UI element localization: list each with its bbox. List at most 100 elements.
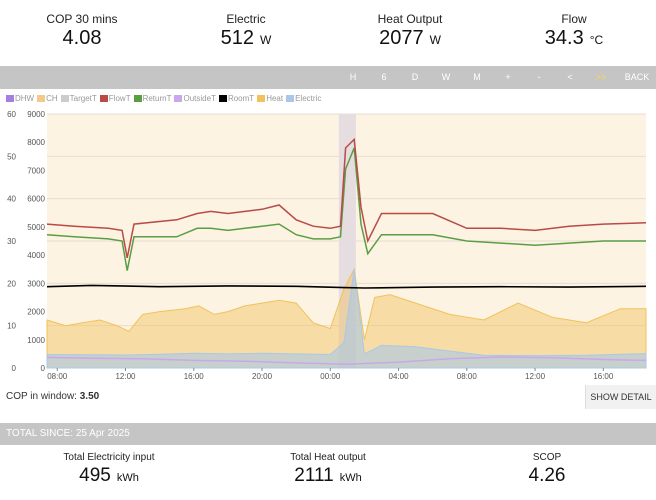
y-left-tick-label: 40 bbox=[7, 195, 16, 204]
total-unit: kWh bbox=[339, 472, 362, 484]
y-right-tick-label: 1000 bbox=[27, 336, 45, 345]
y-right-tick-label: 2000 bbox=[27, 308, 45, 317]
legend-label: Electric bbox=[295, 94, 322, 103]
stat-heat-output: Heat Output 2077 W bbox=[328, 0, 492, 50]
legend-label: OutsideT bbox=[183, 94, 216, 103]
legend-swatch bbox=[218, 95, 227, 102]
week-button[interactable]: W bbox=[441, 72, 451, 82]
stat-label: Electric bbox=[226, 12, 266, 26]
y-right-tick-label: 0 bbox=[41, 364, 46, 373]
x-tick-label: 00:00 bbox=[320, 372, 341, 381]
y-right-tick-label: 3000 bbox=[27, 279, 45, 288]
zoom-in-button[interactable]: + bbox=[505, 72, 511, 82]
legend-item-targett[interactable]: TargetT bbox=[60, 94, 97, 103]
stats-row: COP 30 mins 4.08 Electric 512 W Heat Outp… bbox=[0, 0, 656, 56]
cop-window-text: COP in window: 3.50 bbox=[6, 391, 99, 402]
legend-item-flowt[interactable]: FlowT bbox=[99, 94, 131, 103]
legend-swatch bbox=[257, 95, 266, 102]
total-scop: SCOP 4.26 bbox=[438, 445, 656, 487]
legend-label: ReturnT bbox=[142, 94, 172, 103]
stat-label: Flow bbox=[561, 12, 587, 26]
stat-value: 34.3 °C bbox=[544, 27, 604, 49]
x-tick-label: 12:00 bbox=[525, 372, 546, 381]
total-unit: kWh bbox=[116, 472, 139, 484]
y-left-tick-label: 50 bbox=[7, 152, 16, 161]
stat-value: 512 W bbox=[220, 27, 272, 49]
y-right-tick-label: 5000 bbox=[27, 223, 45, 232]
total-heat: Total Heat output 2111 kWh bbox=[219, 445, 437, 487]
legend-swatch bbox=[133, 95, 142, 102]
y-right-tick-label: 4000 bbox=[27, 251, 45, 260]
legend-item-dhw[interactable]: DHW bbox=[6, 94, 34, 103]
stat-label: Heat Output bbox=[377, 12, 443, 26]
legend-label: FlowT bbox=[108, 94, 131, 103]
legend-item-outsidet[interactable]: OutsideT bbox=[174, 94, 216, 103]
zoom-out-button[interactable]: - bbox=[537, 72, 541, 82]
y-left-tick-label: 20 bbox=[7, 279, 16, 288]
legend-item-ch[interactable]: CH bbox=[37, 94, 58, 103]
cop-window-value: 3.50 bbox=[79, 391, 100, 402]
legend-label: RoomT bbox=[227, 94, 255, 103]
total-label: Total Heat output bbox=[290, 452, 366, 463]
total-label: Total Electricity input bbox=[63, 452, 155, 463]
stat-value: 4.08 bbox=[62, 27, 102, 49]
total-value: 495 kWh bbox=[79, 465, 139, 486]
y-right-tick-label: 7000 bbox=[27, 166, 45, 175]
y-left-tick-label: 10 bbox=[7, 322, 16, 331]
x-tick-label: 20:00 bbox=[252, 372, 273, 381]
series-roomt-line bbox=[46, 284, 647, 289]
series-returnt-line bbox=[46, 147, 646, 271]
stat-value: 2077 W bbox=[379, 27, 441, 49]
back-button[interactable]: BACK bbox=[624, 72, 650, 82]
legend-swatch bbox=[99, 95, 108, 102]
legend-item-electric[interactable]: Electric bbox=[286, 94, 321, 103]
time-range-toolbar: H 6 D W M + - < >> BACK bbox=[0, 66, 656, 89]
stat-cop: COP 30 mins 4.08 bbox=[0, 0, 164, 50]
month-button[interactable]: M bbox=[473, 72, 481, 82]
series-outsidet-line bbox=[46, 356, 647, 365]
y-right-tick-label: 6000 bbox=[27, 195, 45, 204]
legend-item-heat[interactable]: Heat bbox=[257, 94, 283, 103]
legend-label: TargetT bbox=[69, 94, 97, 103]
previous-button[interactable]: < bbox=[567, 72, 573, 82]
stat-label: COP 30 mins bbox=[46, 12, 118, 26]
y-right-tick-label: 8000 bbox=[27, 138, 45, 147]
total-label: SCOP bbox=[532, 452, 562, 463]
cop-window-label: COP in window: bbox=[6, 391, 77, 402]
x-tick-label: 16:00 bbox=[184, 372, 205, 381]
series-heat-area bbox=[46, 267, 647, 369]
chart-svg[interactable]: 0 10 20 30 40 50 60 0 1000 2000 3000 4000 5000 6000 70… bbox=[0, 92, 656, 384]
x-tick-label: 16:00 bbox=[593, 372, 614, 381]
totals-header-bar: TOTAL SINCE: 25 Apr 2025 bbox=[0, 423, 656, 445]
show-detail-button[interactable]: SHOW DETAIL bbox=[585, 385, 656, 409]
next-button[interactable]: >> bbox=[595, 72, 607, 82]
legend-swatch bbox=[174, 95, 183, 102]
y-left-tick-label: 60 bbox=[7, 110, 16, 119]
day-button[interactable]: D bbox=[411, 72, 419, 82]
total-value: 4.26 bbox=[528, 465, 566, 486]
totals-row: Total Electricity input 495 kWh Total Hea… bbox=[0, 445, 656, 500]
stat-unit: °C bbox=[589, 33, 604, 47]
stat-unit: W bbox=[260, 33, 272, 47]
x-tick-label: 08:00 bbox=[457, 372, 478, 381]
y-left-tick-label: 0 bbox=[12, 364, 17, 373]
legend-swatch bbox=[60, 95, 69, 102]
legend-swatch bbox=[286, 95, 295, 102]
x-tick-label: 08:00 bbox=[47, 372, 68, 381]
legend-label: DHW bbox=[15, 94, 35, 103]
chart-legend: DHW CH TargetT FlowT ReturnT OutsideT RoomT Hea… bbox=[6, 94, 324, 103]
six-hour-button[interactable]: 6 bbox=[381, 72, 387, 82]
legend-item-returnt[interactable]: ReturnT bbox=[133, 94, 172, 103]
y-left-tick-label: 30 bbox=[7, 237, 16, 246]
legend-swatch bbox=[6, 95, 14, 102]
stat-electric: Electric 512 W bbox=[164, 0, 328, 50]
x-tick-label: 04:00 bbox=[389, 372, 410, 381]
series-flowt-line bbox=[46, 137, 647, 259]
hour-button[interactable]: H bbox=[349, 72, 357, 82]
stat-flow: Flow 34.3 °C bbox=[492, 0, 656, 50]
totals-header: TOTAL SINCE: 25 Apr 2025 bbox=[6, 428, 130, 439]
stat-unit: W bbox=[429, 33, 441, 47]
legend-item-roomt[interactable]: RoomT bbox=[218, 94, 255, 103]
heatpump-chart[interactable]: DHW CH TargetT FlowT ReturnT OutsideT RoomT Hea… bbox=[0, 92, 656, 384]
legend-label: Heat bbox=[266, 94, 284, 103]
